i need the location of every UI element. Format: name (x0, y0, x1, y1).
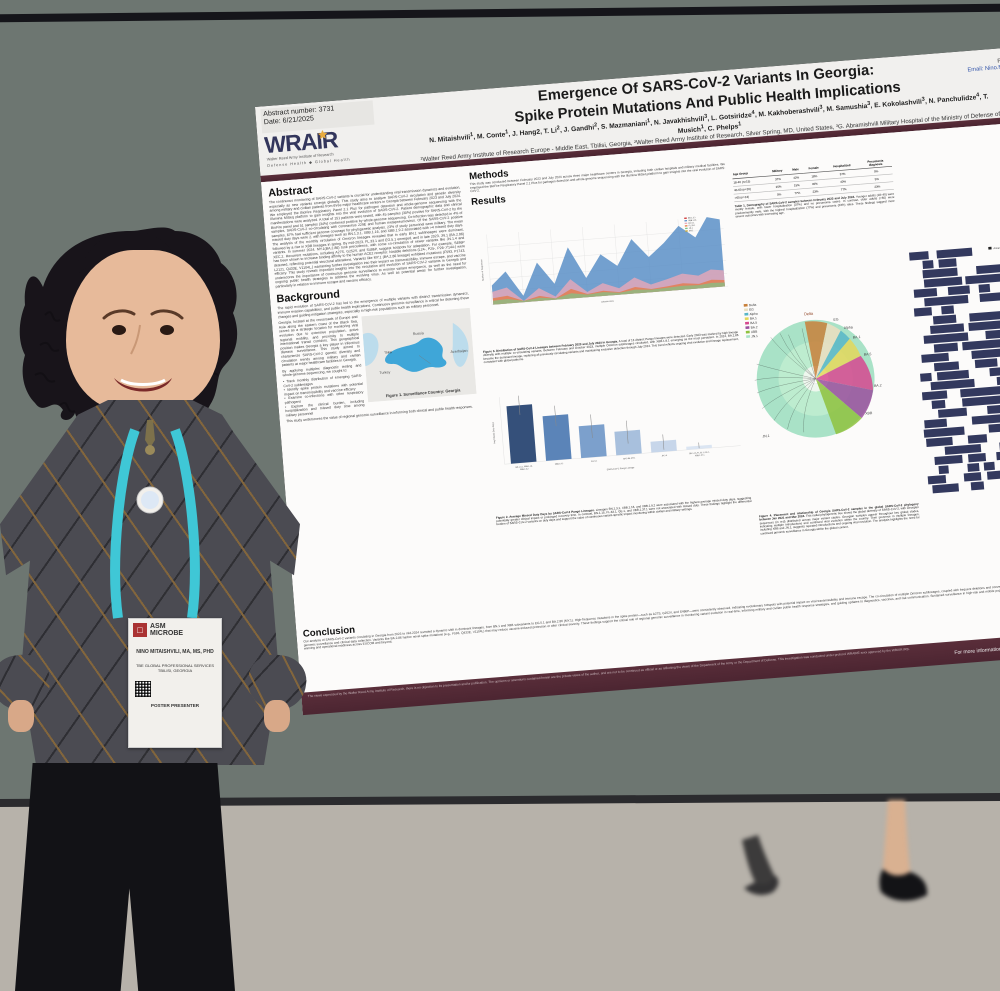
svg-text:XBB.1.9.1: XBB.1.9.1 (555, 463, 564, 466)
svg-text:JN.1: JN.1 (689, 228, 693, 230)
svg-text:JN.1: JN.1 (762, 434, 770, 439)
svg-text:XBB.1.37.1: XBB.1.37.1 (695, 454, 705, 457)
svg-text:Ancestral: Ancestral (993, 245, 1000, 250)
svg-text:BA.1: BA.1 (750, 316, 757, 321)
svg-text:SARS-CoV-2 Pango Lineage: SARS-CoV-2 Pango Lineage (607, 466, 636, 471)
svg-text:XBB: XBB (865, 411, 873, 416)
svg-text:XBB.1.9.2: XBB.1.9.2 (520, 468, 529, 471)
svg-text:Delta: Delta (749, 303, 757, 308)
svg-text:Tbilisi: Tbilisi (384, 350, 392, 355)
svg-text:BA.5: BA.5 (864, 352, 872, 357)
svg-text:Alpha: Alpha (844, 325, 853, 330)
svg-text:JN.1: JN.1 (751, 334, 758, 339)
svg-text:EG: EG (833, 318, 839, 322)
svg-text:BA.1: BA.1 (853, 335, 861, 340)
svg-text:BA.2.86, MY.1: BA.2.86, MY.1 (623, 456, 635, 460)
svg-text:Avg Missed Duty Days: Avg Missed Duty Days (492, 422, 497, 444)
svg-text:JN.1.4: JN.1.4 (662, 455, 668, 457)
svg-text:XBB.1.16: XBB.1.16 (688, 220, 696, 223)
svg-text:EG: EG (749, 308, 754, 312)
svg-text:Collection Date: Collection Date (601, 300, 614, 304)
svg-text:BA.2: BA.2 (874, 384, 882, 389)
svg-text:BA.5: BA.5 (750, 321, 757, 326)
svg-text:MY.1: MY.1 (689, 230, 693, 232)
svg-text:FL.33.1: FL.33.1 (689, 225, 696, 228)
svg-text:Delta: Delta (804, 312, 814, 317)
svg-text:XBB: XBB (751, 330, 758, 334)
svg-text:Russia: Russia (413, 331, 424, 336)
svg-text:Alpha: Alpha (749, 312, 758, 317)
svg-text:BA.2: BA.2 (750, 325, 757, 330)
svg-text:EG.5.1: EG.5.1 (591, 460, 597, 462)
svg-text:Number of Sequences: Number of Sequences (480, 259, 485, 281)
